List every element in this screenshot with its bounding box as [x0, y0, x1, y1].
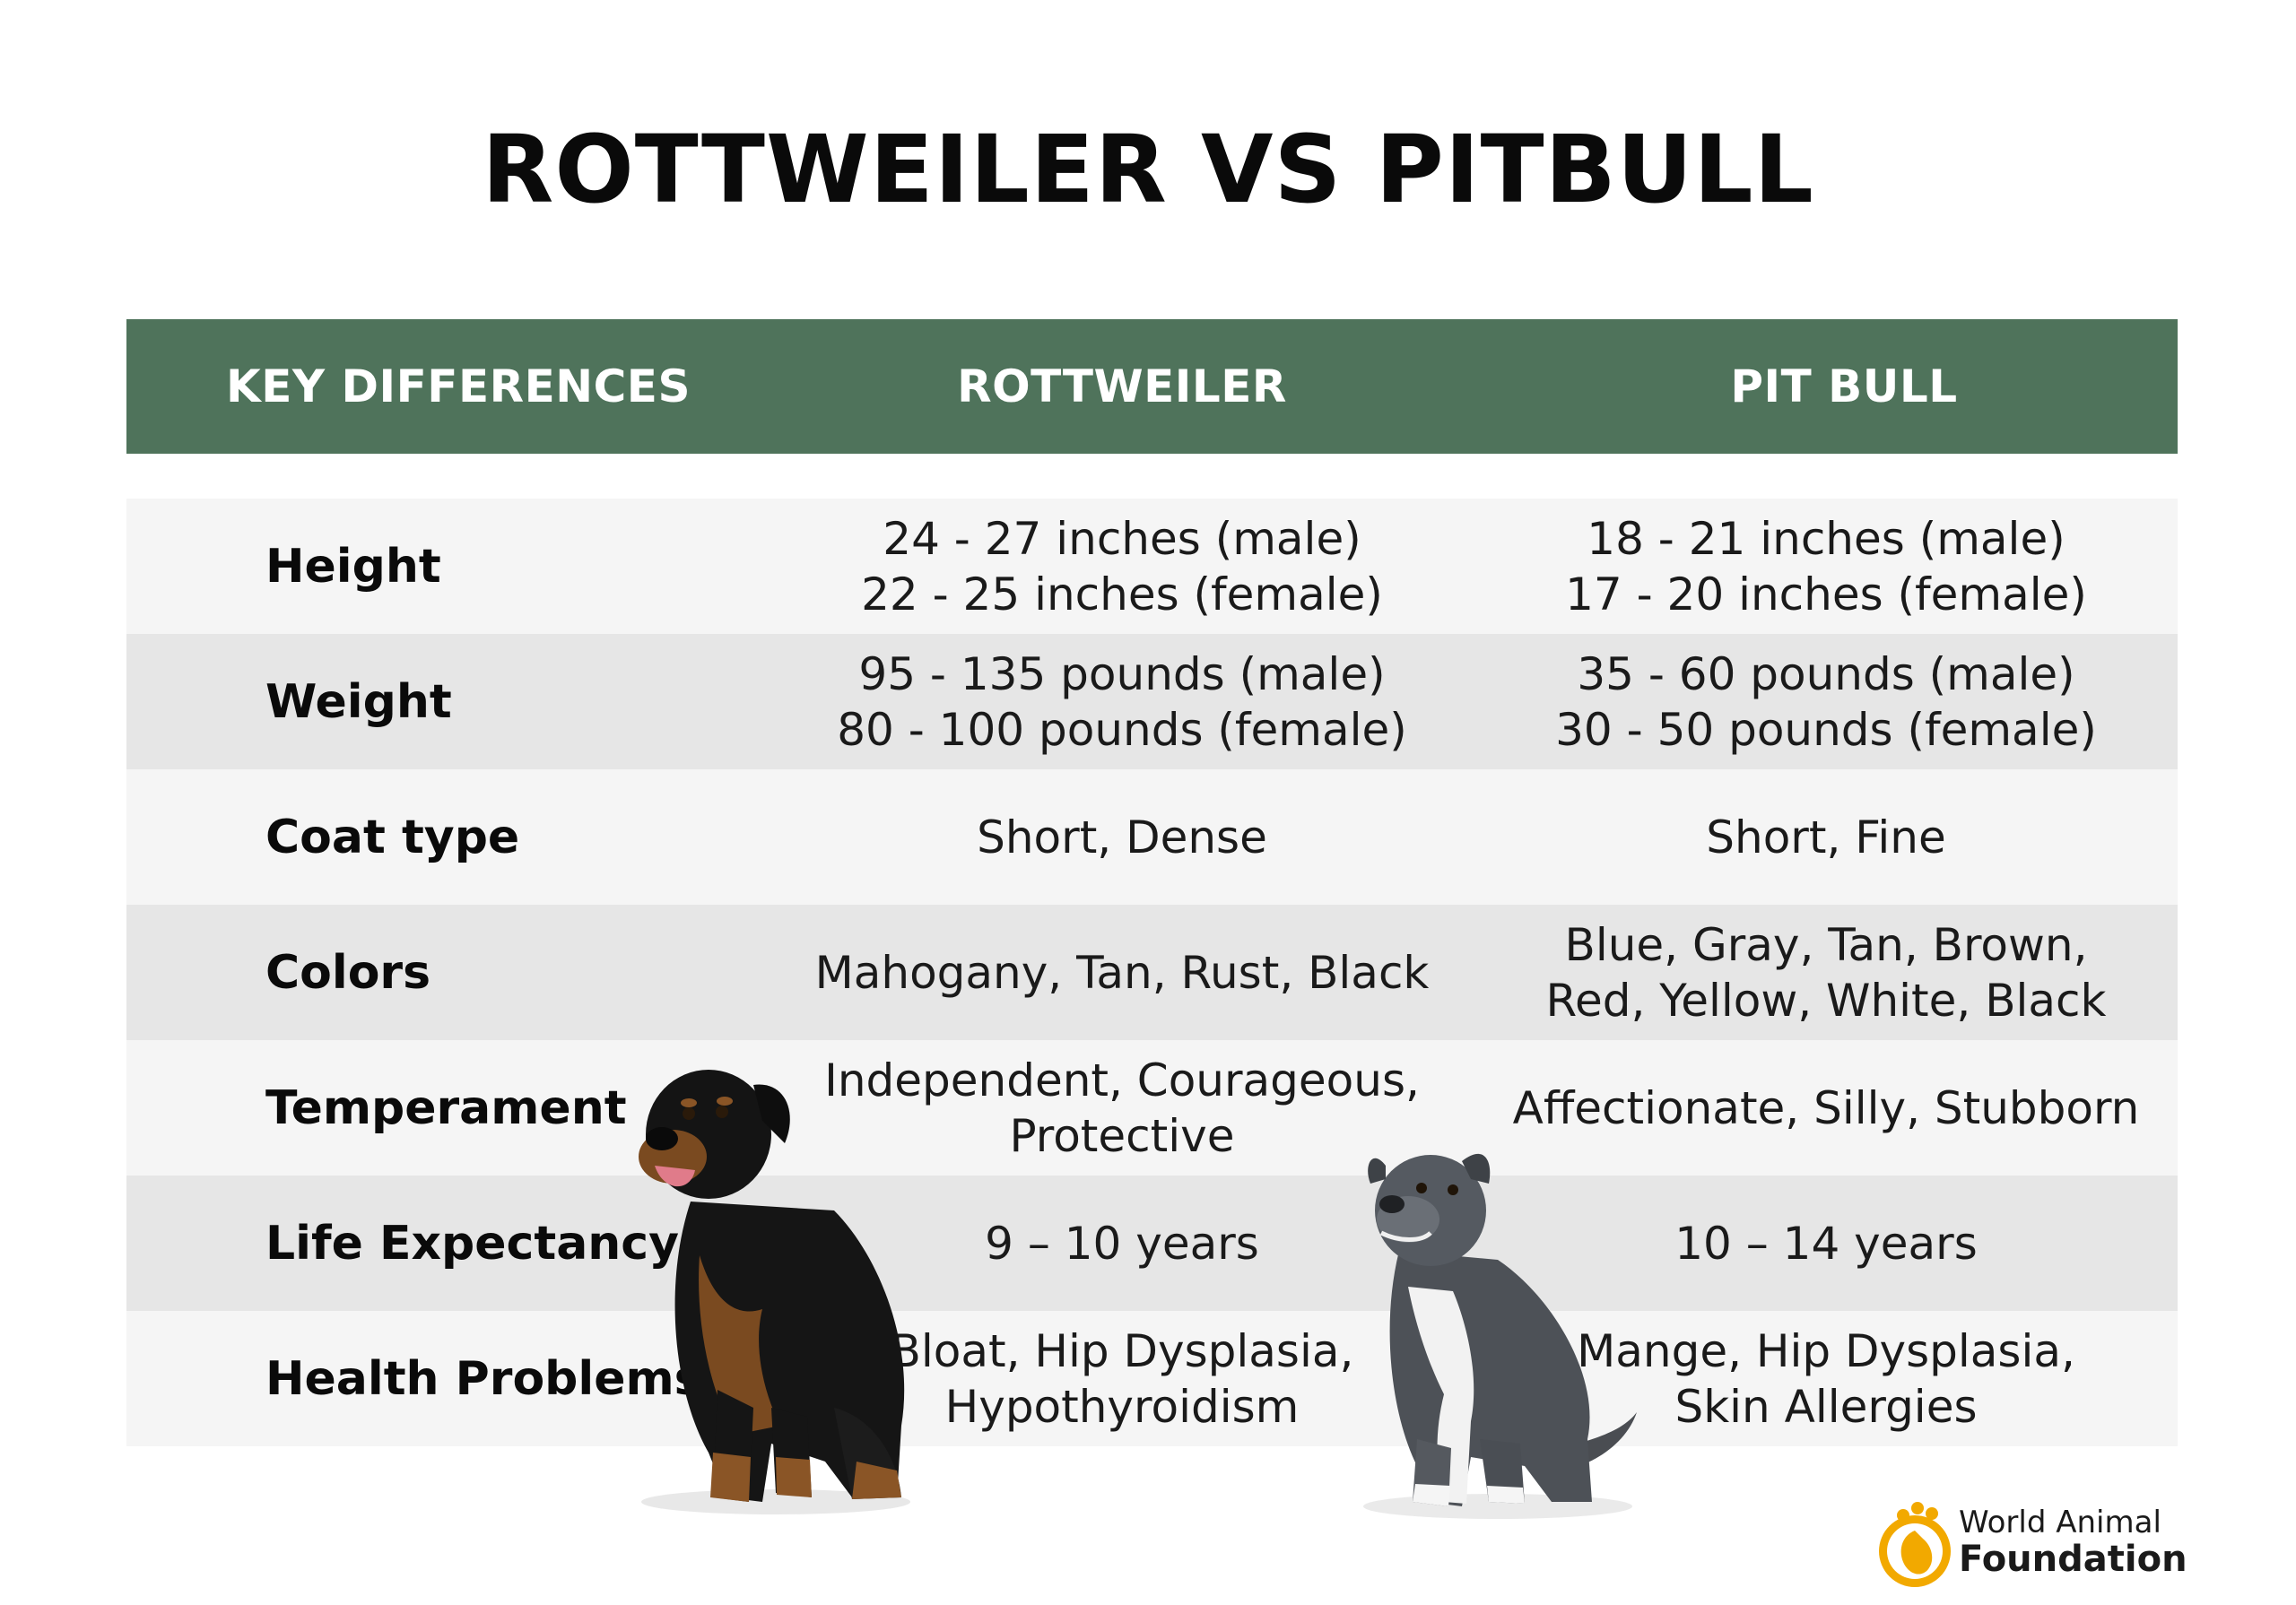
rottweiler-cell: Mahogany, Tan, Rust, Black — [790, 905, 1454, 1040]
cell-line: 22 - 25 inches (female) — [861, 568, 1383, 620]
cell-line: 17 - 20 inches (female) — [1565, 568, 2087, 620]
cell-line: Bloat, Hip Dysplasia, — [890, 1324, 1354, 1377]
cell-line: 35 - 60 pounds (male) — [1577, 647, 2075, 700]
header-key-differences: KEY DIFFERENCES — [226, 360, 691, 412]
pitbull-cell: 35 - 60 pounds (male) 30 - 50 pounds (fe… — [1476, 634, 2176, 769]
cell-line: Skin Allergies — [1674, 1380, 1978, 1433]
pitbull-cell: Affectionate, Silly, Stubborn — [1476, 1040, 2176, 1176]
logo-text-line1: World Animal — [1959, 1505, 2161, 1540]
cell-line: Short, Dense — [977, 811, 1267, 863]
cell-line: 30 - 50 pounds (female) — [1555, 703, 2097, 756]
pitbull-cell: Blue, Gray, Tan, Brown, Red, Yellow, Whi… — [1476, 905, 2176, 1040]
row-label: Health Problems — [265, 1351, 702, 1406]
table-row: Colors Mahogany, Tan, Rust, Black Blue, … — [126, 905, 2178, 1040]
rottweiler-cell: 95 - 135 pounds (male) 80 - 100 pounds (… — [790, 634, 1454, 769]
cell-line: Hypothyroidism — [944, 1380, 1300, 1433]
logo-text-line2: Foundation — [1959, 1539, 2187, 1580]
rottweiler-cell: 24 - 27 inches (male) 22 - 25 inches (fe… — [790, 499, 1454, 634]
cell-line: Mahogany, Tan, Rust, Black — [814, 946, 1430, 999]
rottweiler-image — [639, 1070, 910, 1514]
table-row: Temperament Independent, Courageous, Pro… — [126, 1040, 2178, 1176]
rottweiler-cell: Independent, Courageous, Protective — [790, 1040, 1454, 1176]
rottweiler-cell: 9 – 10 years — [790, 1176, 1454, 1311]
pitbull-cell: 10 – 14 years — [1476, 1176, 2176, 1311]
table-row: Coat type Short, Dense Short, Fine — [126, 769, 2178, 905]
table-row: Life Expectancy 9 – 10 years 10 – 14 yea… — [126, 1176, 2178, 1311]
page-title: ROTTWEILER VS PITBULL — [482, 115, 1814, 224]
row-label: Temperament — [265, 1080, 627, 1135]
world-animal-foundation-logo: World Animal Foundation — [1876, 1499, 2187, 1592]
cell-line: 80 - 100 pounds (female) — [837, 703, 1407, 756]
cell-line: 9 – 10 years — [985, 1217, 1259, 1270]
table-header: KEY DIFFERENCES ROTTWEILER PIT BULL — [126, 319, 2178, 454]
row-label: Colors — [265, 945, 431, 1000]
cell-line: 18 - 21 inches (male) — [1587, 512, 2066, 565]
row-label: Height — [265, 539, 441, 594]
cell-line: 95 - 135 pounds (male) — [858, 647, 1386, 700]
cell-line: Mange, Hip Dysplasia, — [1577, 1324, 2075, 1377]
rottweiler-cell: Short, Dense — [790, 769, 1454, 905]
pitbull-cell: Mange, Hip Dysplasia, Skin Allergies — [1476, 1311, 2176, 1446]
paw-heart-icon — [1879, 1502, 1951, 1587]
row-label: Weight — [265, 674, 452, 729]
cell-line: Independent, Courageous, — [824, 1054, 1420, 1106]
rottweiler-cell: Bloat, Hip Dysplasia, Hypothyroidism — [790, 1311, 1454, 1446]
cell-line: 10 – 14 years — [1674, 1217, 1978, 1270]
cell-line: Blue, Gray, Tan, Brown, — [1564, 918, 2088, 971]
header-pitbull: PIT BULL — [1730, 360, 1958, 412]
cell-line: Affectionate, Silly, Stubborn — [1512, 1081, 2140, 1134]
pitbull-image — [1363, 1153, 1637, 1519]
header-rottweiler: ROTTWEILER — [957, 360, 1287, 412]
pitbull-cell: 18 - 21 inches (male) 17 - 20 inches (fe… — [1476, 499, 2176, 634]
cell-line: Protective — [1009, 1109, 1235, 1162]
cell-line: Short, Fine — [1706, 811, 1946, 863]
row-label: Coat type — [265, 810, 520, 864]
table-row: Height 24 - 27 inches (male) 22 - 25 inc… — [126, 499, 2178, 634]
cell-line: Red, Yellow, White, Black — [1545, 974, 2107, 1027]
table-row: Health Problems Bloat, Hip Dysplasia, Hy… — [126, 1311, 2178, 1446]
row-label: Life Expectancy — [265, 1216, 680, 1271]
cell-line: 24 - 27 inches (male) — [883, 512, 1361, 565]
pitbull-cell: Short, Fine — [1476, 769, 2176, 905]
table-row: Weight 95 - 135 pounds (male) 80 - 100 p… — [126, 634, 2178, 769]
